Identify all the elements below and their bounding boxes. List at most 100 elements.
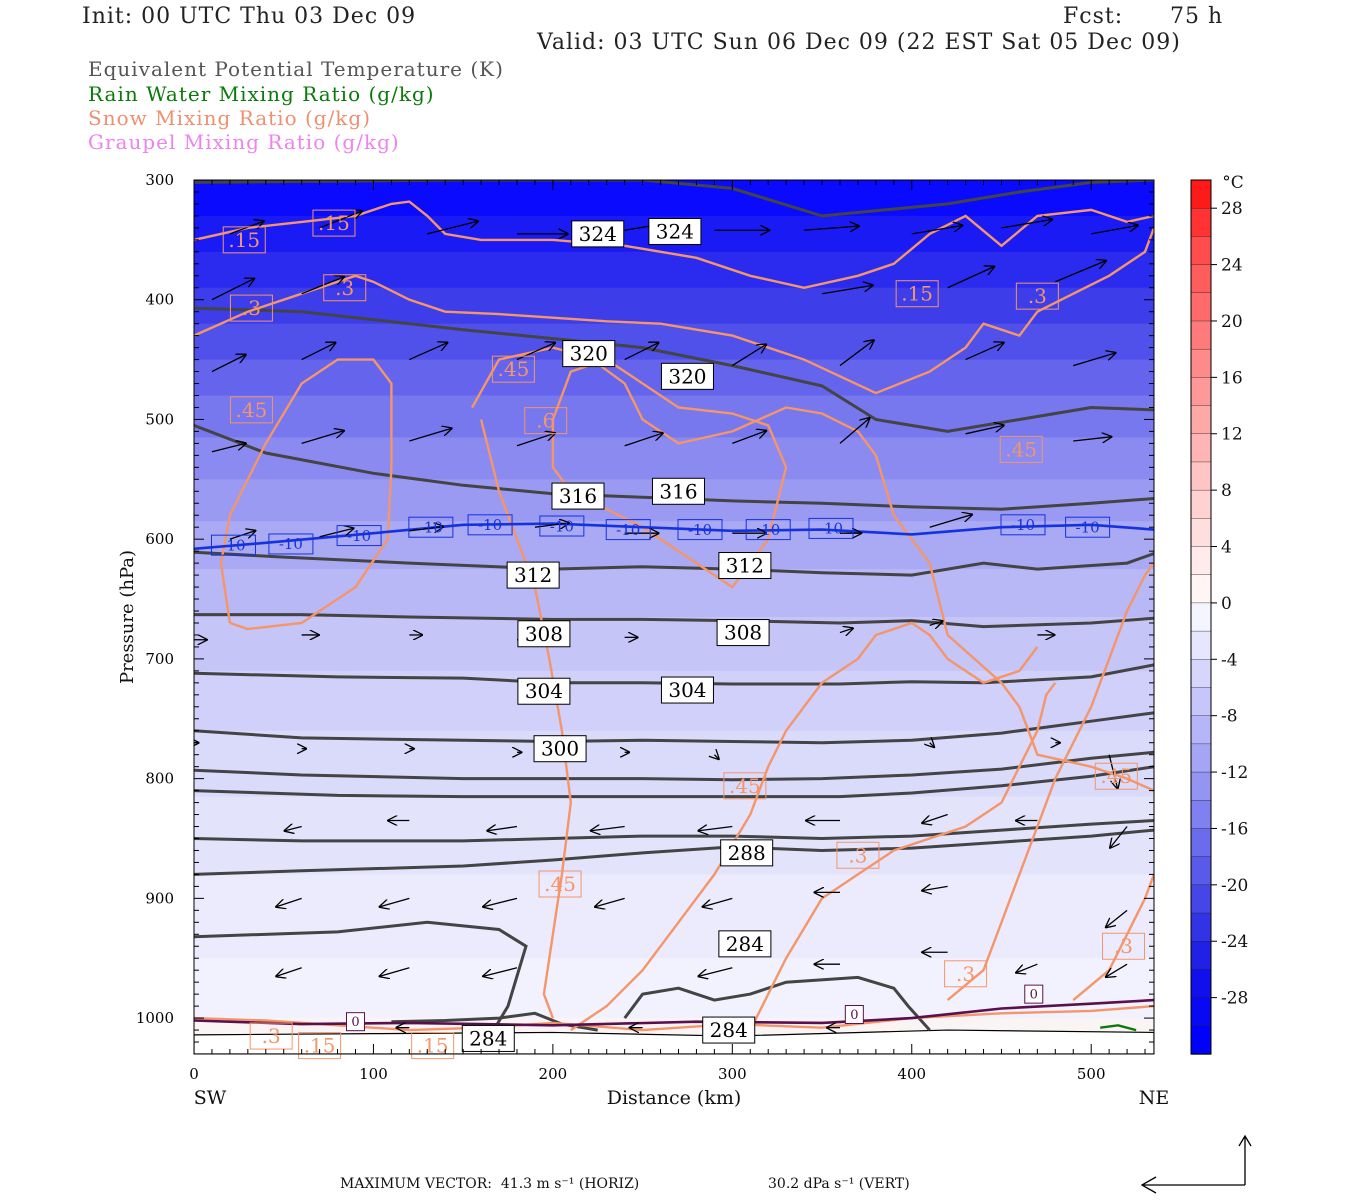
valid-time: Valid: 03 UTC Sun 06 Dec 09 (22 EST Sat … xyxy=(537,30,1181,55)
x-tick-label: 200 xyxy=(539,1065,568,1083)
wind-vector xyxy=(276,967,302,976)
label-box xyxy=(229,294,273,322)
isotherm-label: -10 xyxy=(1065,516,1111,538)
x-tick-label: 400 xyxy=(897,1065,926,1083)
wind-vector xyxy=(922,813,948,823)
label-box xyxy=(716,619,770,647)
y-tick-label: 400 xyxy=(145,291,174,309)
label-text: -10 xyxy=(819,520,843,538)
theta-e-label: 304 xyxy=(517,677,571,705)
snow-contour xyxy=(194,200,1154,290)
theta-e-label: 312 xyxy=(718,552,772,580)
y-tick-label: 500 xyxy=(145,410,174,428)
colorbar-segment xyxy=(1190,941,1212,971)
snow-label: .15 xyxy=(411,1032,455,1060)
snow-label: .15 xyxy=(222,226,266,254)
label-box xyxy=(533,735,587,763)
wind-vector xyxy=(409,343,447,361)
label-box xyxy=(491,355,535,383)
label-box xyxy=(648,217,702,245)
wind-vector xyxy=(276,897,302,906)
colorbar-segment xyxy=(1190,546,1212,576)
forecast-label: Fcst: xyxy=(1063,4,1124,29)
y-tick-label: 600 xyxy=(145,530,174,548)
snow-label: .3 xyxy=(229,294,273,322)
label-text: .15 xyxy=(901,282,933,306)
colorbar-segment xyxy=(1190,377,1212,407)
label-box xyxy=(571,220,625,248)
label-text: 324 xyxy=(579,222,617,246)
theta-e-contour xyxy=(194,180,1154,218)
label-text: 0 xyxy=(1030,988,1038,1003)
label-text: 320 xyxy=(570,342,608,366)
label-box xyxy=(702,1016,756,1044)
isotherm-label: -10 xyxy=(408,516,454,538)
snow-label: .3 xyxy=(1015,282,1059,310)
label-box xyxy=(718,552,772,580)
label-text: 284 xyxy=(710,1018,748,1042)
theta-e-label: 284 xyxy=(718,930,772,958)
x-tick-label: 0 xyxy=(189,1065,199,1083)
label-text: 0 xyxy=(850,1008,858,1023)
wind-vector xyxy=(703,897,733,906)
theta-e-label: 320 xyxy=(660,362,714,390)
wind-vector xyxy=(319,528,354,538)
colorbar-tick-label: -4 xyxy=(1221,650,1238,670)
label-text: -10 xyxy=(419,518,443,536)
label-box xyxy=(551,482,605,510)
label-box xyxy=(517,677,571,705)
label-box xyxy=(506,561,560,589)
theta-e-contour xyxy=(194,765,1154,799)
colorbar-segment xyxy=(1190,320,1212,350)
snow-contour xyxy=(194,1004,1154,1032)
label-box xyxy=(895,280,939,308)
label-text: 300 xyxy=(541,737,579,761)
wind-vector xyxy=(301,343,336,361)
theta-e-contour xyxy=(194,920,528,1037)
colorbar-tick-label: 24 xyxy=(1221,256,1243,276)
wind-vector xyxy=(1108,754,1117,789)
snow-label: .6 xyxy=(524,407,568,435)
wind-vector xyxy=(1091,225,1137,235)
label-text: 320 xyxy=(668,364,706,388)
legend-snow: Snow Mixing Ratio (g/kg) xyxy=(88,106,372,130)
isotherm-label: 0 xyxy=(844,1004,864,1024)
isotherm-label: -10 xyxy=(467,514,513,536)
wind-vector xyxy=(624,343,659,361)
theta-e-label: 320 xyxy=(562,340,616,368)
colorbar-segment xyxy=(1190,969,1212,999)
theta-e-label: 312 xyxy=(506,561,560,589)
label-box xyxy=(1094,762,1138,790)
terrain xyxy=(194,1029,1154,1054)
wind-vector xyxy=(804,226,859,230)
colorbar-segment xyxy=(1190,264,1212,294)
colorbar-segment xyxy=(1190,743,1212,773)
theta-e-label: 284 xyxy=(702,1016,756,1044)
wind-vector xyxy=(1106,909,1128,927)
label-box xyxy=(745,519,791,541)
wind-vector xyxy=(1106,963,1128,977)
theta-e-label: 316 xyxy=(651,477,705,505)
label-box xyxy=(210,534,256,556)
colorbar-tick-label: 28 xyxy=(1221,199,1243,219)
rain-contour xyxy=(1100,1024,1137,1032)
label-text: 312 xyxy=(726,554,764,578)
wind-vector xyxy=(839,418,869,444)
colorbar-segment xyxy=(1190,348,1212,379)
wind-vector xyxy=(911,225,962,235)
wind-vector xyxy=(965,425,1004,435)
wind-vector xyxy=(1110,826,1128,848)
label-text: 312 xyxy=(514,563,552,587)
label-box xyxy=(605,519,651,541)
isotherm-label: -10 xyxy=(1000,514,1046,536)
snow-contour xyxy=(749,682,1057,1031)
colorbar-segment xyxy=(1190,771,1212,801)
theta-e-contour xyxy=(194,819,1154,843)
theta-e-contour xyxy=(194,550,1154,577)
isotherm-label: -10 xyxy=(268,533,314,555)
wind-vector xyxy=(714,755,718,759)
x-axis-title: Distance (km) xyxy=(607,1087,742,1109)
label-box xyxy=(336,525,382,547)
label-box xyxy=(660,676,714,704)
